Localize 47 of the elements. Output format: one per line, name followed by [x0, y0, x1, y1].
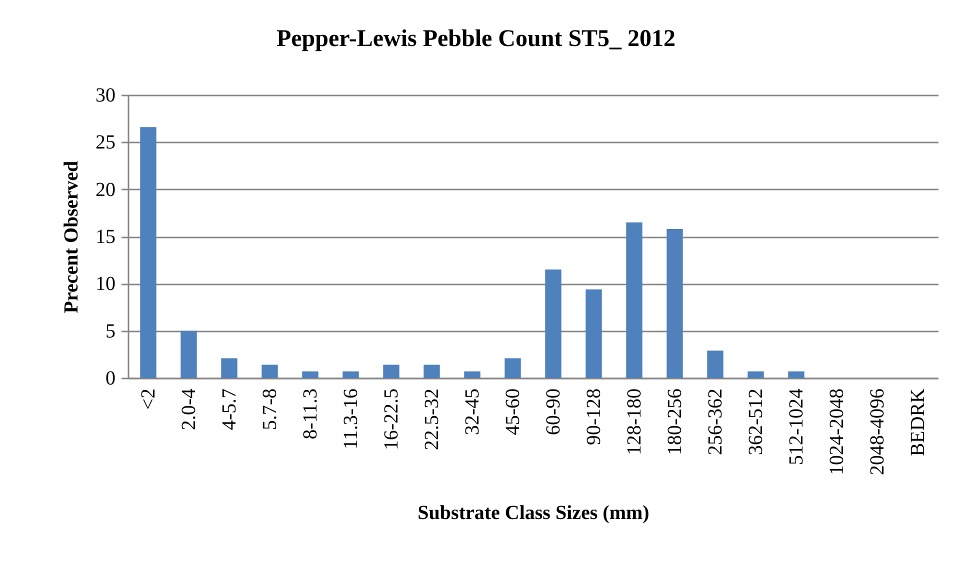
x-tick-label: BEDRK	[906, 388, 929, 456]
y-tick-label: 5	[106, 320, 116, 342]
y-tick-label: 0	[106, 368, 116, 390]
x-tick-label: 16-22.5	[380, 388, 402, 450]
bar	[424, 364, 440, 378]
y-tick-label: 20	[96, 178, 116, 201]
x-tick-label: 128-180	[623, 388, 646, 456]
bar	[383, 364, 400, 378]
bar	[545, 270, 562, 378]
x-tick-label: 362-512	[744, 388, 767, 456]
y-tick-label: 10	[96, 273, 116, 296]
chart-title: Pepper-Lewis Pebble Count ST5_ 2012	[276, 26, 676, 52]
x-tick-label: 45-60	[502, 388, 524, 436]
y-axis-title: Precent Observed	[60, 160, 82, 314]
x-tick-label: 4-5.7	[218, 388, 240, 430]
bar	[342, 371, 359, 378]
x-tick-label: 2.0-4	[178, 388, 200, 430]
bar	[221, 358, 238, 378]
bar	[707, 350, 724, 378]
bar	[504, 358, 521, 378]
x-tick-label: 11.3-16	[340, 388, 362, 450]
bar	[180, 330, 197, 378]
x-tick-label: <2	[137, 388, 160, 410]
x-tick-label: 5.7-8	[258, 388, 281, 430]
bar	[464, 371, 480, 378]
x-tick-label: 512-1024	[785, 388, 808, 466]
bar	[262, 364, 278, 378]
x-axis-title: Substrate Class Sizes (mm)	[418, 502, 650, 524]
x-tick-label: 256-362	[704, 388, 726, 456]
bar	[626, 222, 642, 378]
x-tick-label: 32-45	[461, 388, 484, 436]
bar	[748, 371, 764, 378]
bar	[666, 228, 683, 378]
x-tick-label: 1024-2048	[826, 388, 848, 476]
y-tick-label: 30	[96, 84, 116, 106]
x-tick-label: 8-11.3	[299, 388, 322, 440]
x-tick-label: 22.5-32	[420, 388, 443, 450]
x-tick-label: 2048-4096	[866, 388, 888, 476]
x-tick-label: 180-256	[664, 388, 686, 456]
bar	[140, 127, 156, 378]
y-tick-label: 25	[96, 132, 116, 154]
bar	[586, 289, 602, 378]
x-tick-label: 90-128	[582, 388, 605, 446]
bar	[788, 371, 804, 378]
bar	[302, 371, 318, 378]
y-tick-label: 15	[96, 226, 116, 248]
x-tick-label: 60-90	[542, 388, 564, 436]
